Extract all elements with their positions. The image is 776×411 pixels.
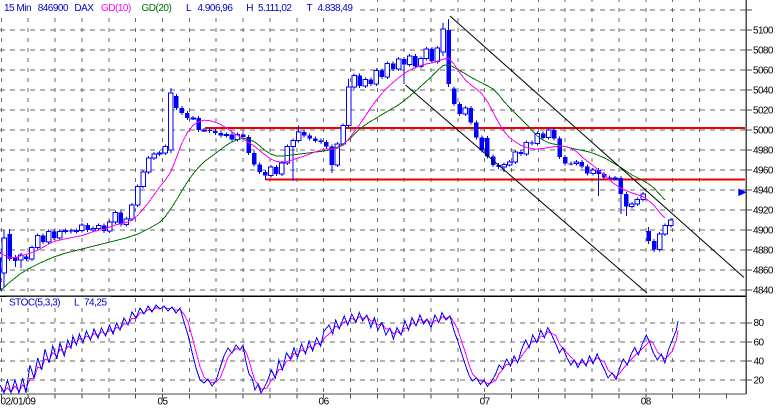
svg-text:4960: 4960: [753, 165, 774, 176]
svg-text:5060: 5060: [753, 65, 774, 76]
svg-text:5080: 5080: [753, 45, 774, 56]
svg-text:4940: 4940: [753, 185, 774, 196]
svg-text:L: L: [186, 3, 192, 14]
svg-text:5040: 5040: [753, 85, 774, 96]
svg-text:5020: 5020: [753, 105, 774, 116]
svg-text:08: 08: [641, 397, 652, 408]
svg-text:5.111,02: 5.111,02: [258, 3, 292, 14]
svg-text:20: 20: [754, 376, 765, 387]
svg-text:T: T: [307, 3, 313, 14]
svg-text:4980: 4980: [753, 145, 774, 156]
svg-text:60: 60: [754, 337, 765, 348]
svg-text:5000: 5000: [753, 125, 774, 136]
svg-text:40: 40: [754, 356, 765, 367]
svg-text:4920: 4920: [753, 205, 774, 216]
svg-text:STOC(5,3,3): STOC(5,3,3): [9, 298, 60, 309]
svg-text:74,25: 74,25: [84, 298, 107, 309]
svg-text:H: H: [246, 3, 253, 14]
svg-text:05: 05: [157, 397, 168, 408]
svg-text:06: 06: [319, 397, 330, 408]
svg-text:GD(20): GD(20): [142, 3, 172, 14]
svg-text:4900: 4900: [753, 225, 774, 236]
svg-text:L: L: [74, 298, 80, 309]
svg-text:4840: 4840: [753, 285, 774, 296]
svg-text:15 Min: 15 Min: [4, 3, 31, 14]
svg-text:4880: 4880: [753, 245, 774, 256]
svg-text:4860: 4860: [753, 265, 774, 276]
svg-text:5100: 5100: [753, 25, 774, 36]
svg-text:4.838,49: 4.838,49: [318, 3, 354, 14]
svg-text:07: 07: [480, 397, 491, 408]
svg-text:4.906,96: 4.906,96: [198, 3, 234, 14]
svg-text:GD(10): GD(10): [101, 3, 131, 14]
svg-text:02/01/09: 02/01/09: [1, 397, 37, 408]
svg-text:846900: 846900: [38, 3, 69, 14]
svg-text:80: 80: [754, 318, 765, 329]
svg-text:DAX: DAX: [74, 3, 94, 14]
